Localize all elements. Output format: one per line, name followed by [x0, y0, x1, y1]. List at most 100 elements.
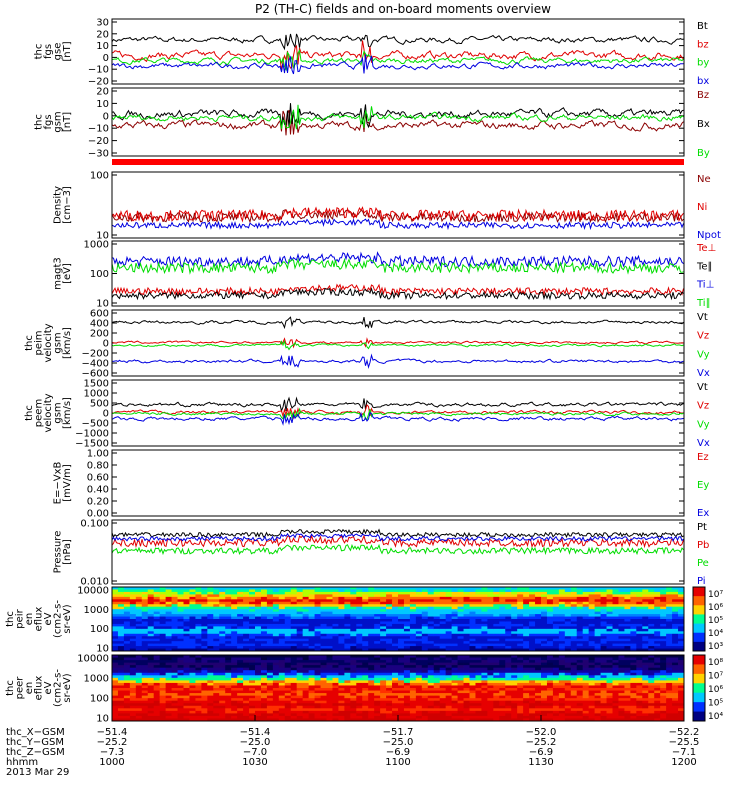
heatmap-cell: [284, 599, 292, 603]
heatmap-cell: [237, 680, 244, 684]
heatmap-cell: [409, 609, 417, 613]
heatmap-cell: [249, 670, 256, 674]
heatmap-cell: [672, 633, 679, 637]
heatmap-cell: [243, 708, 250, 712]
heatmap-cell: [243, 616, 250, 620]
heatmap-cell: [517, 708, 524, 712]
heatmap-cell: [630, 594, 637, 598]
heatmap-cell: [600, 601, 607, 605]
heatmap-cell: [678, 611, 685, 615]
heatmap-cell: [439, 596, 447, 600]
heatmap-cell: [159, 693, 167, 697]
heatmap-cell: [576, 662, 584, 666]
heatmap-cell: [177, 621, 184, 625]
heatmap-cell: [320, 641, 327, 645]
heatmap-cell: [296, 606, 304, 610]
heatmap-cell: [153, 685, 161, 689]
heatmap-cell: [505, 670, 512, 674]
heatmap-cell: [284, 641, 292, 645]
heatmap-cell: [463, 655, 470, 658]
heatmap-cell: [207, 705, 214, 709]
heatmap-cell: [535, 695, 542, 699]
heatmap-cell: [600, 710, 607, 714]
heatmap-cell: [338, 698, 345, 702]
heatmap-cell: [350, 670, 357, 674]
heatmap-cell: [392, 638, 399, 642]
heatmap-cell: [457, 643, 464, 647]
heatmap-cell: [380, 589, 387, 593]
heatmap-cell: [558, 670, 566, 674]
heatmap-cell: [487, 670, 494, 674]
heatmap-cell: [469, 703, 476, 707]
heatmap-cell: [374, 611, 381, 615]
heatmap-cell: [463, 662, 470, 666]
heatmap-cell: [201, 665, 208, 669]
heatmap-cell: [499, 587, 506, 590]
heatmap-cell: [338, 638, 345, 642]
heatmap-cell: [266, 636, 274, 640]
heatmap-cell: [511, 596, 518, 600]
heatmap-cell: [195, 682, 202, 686]
heatmap-cell: [499, 660, 506, 664]
heatmap-cell: [153, 710, 161, 714]
heatmap-cell: [475, 601, 482, 605]
heatmap-cell: [481, 695, 488, 699]
heatmap-cell: [576, 628, 584, 632]
heatmap-cell: [290, 677, 298, 681]
heatmap-cell: [427, 641, 435, 645]
heatmap-cell: [380, 606, 387, 610]
heatmap-cell: [630, 604, 637, 608]
heatmap-cell: [219, 604, 226, 608]
heatmap-cell: [541, 718, 548, 722]
heatmap-cell: [552, 688, 560, 691]
heatmap-cell: [362, 594, 369, 598]
heatmap-cell: [588, 655, 596, 658]
heatmap-cell: [529, 665, 536, 669]
heatmap-cell: [290, 672, 298, 676]
heatmap-cell: [302, 667, 310, 671]
heatmap-cell: [302, 621, 310, 625]
heatmap-cell: [338, 626, 345, 630]
heatmap-cell: [439, 643, 447, 647]
heatmap-cell: [344, 628, 351, 632]
heatmap-cell: [225, 623, 232, 627]
heatmap-cell: [535, 698, 542, 702]
heatmap-cell: [409, 672, 417, 676]
heatmap-cell: [386, 713, 393, 717]
heatmap-cell: [481, 648, 488, 652]
heatmap-cell: [570, 633, 578, 637]
heatmap-cell: [552, 638, 560, 642]
heatmap-cell: [332, 660, 339, 664]
heatmap-cell: [320, 700, 327, 704]
heatmap-cell: [415, 690, 423, 694]
heatmap-cell: [302, 619, 310, 622]
heatmap-cell: [582, 591, 590, 595]
heatmap-cell: [517, 667, 524, 671]
heatmap-cell: [255, 710, 262, 714]
heatmap-cell: [380, 614, 387, 617]
ylabel-line: sr-eV): [62, 673, 73, 702]
heatmap-cell: [308, 641, 315, 645]
heatmap-cell: [588, 633, 596, 637]
heatmap-cell: [541, 672, 548, 676]
heatmap-cell: [523, 604, 530, 608]
heatmap-cell: [117, 641, 125, 645]
heatmap-cell: [290, 708, 298, 712]
heatmap-cell: [177, 675, 184, 679]
heatmap-cell: [678, 638, 685, 642]
heatmap-cell: [552, 636, 560, 640]
heatmap-cell: [576, 713, 584, 717]
heatmap-cell: [368, 695, 375, 699]
heatmap-cell: [225, 685, 232, 689]
heatmap-cell: [129, 690, 137, 694]
heatmap-cell: [213, 703, 220, 707]
heatmap-cell: [523, 680, 530, 684]
heatmap-cell: [117, 700, 125, 704]
heatmap-cell: [165, 628, 172, 632]
heatmap-cell: [338, 621, 345, 625]
heatmap-cell: [123, 698, 131, 702]
heatmap-cell: [272, 638, 280, 642]
heatmap-cell: [517, 710, 524, 714]
heatmap-cell: [314, 665, 321, 669]
heatmap-cell: [660, 638, 667, 642]
